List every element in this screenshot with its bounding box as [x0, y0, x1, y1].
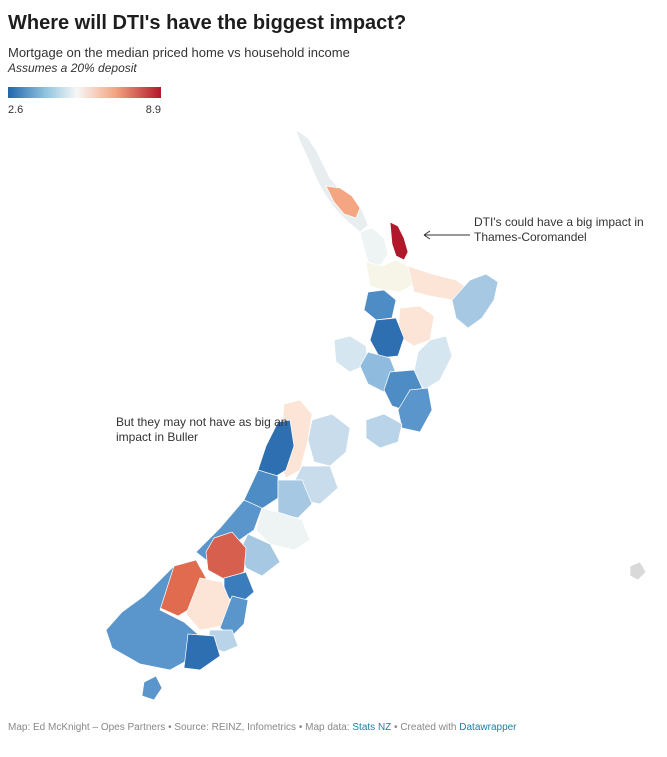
chart-title: Where will DTI's have the biggest impact…	[8, 12, 407, 34]
region-wairarapa[interactable]	[397, 387, 433, 433]
color-legend: 2.6 8.9	[8, 85, 161, 116]
region-stewart-island[interactable]	[141, 675, 163, 701]
stats-nz-link[interactable]: Stats NZ	[352, 722, 392, 733]
region-far-north[interactable]	[295, 129, 369, 233]
chart-note: Assumes a 20% deposit	[8, 61, 137, 75]
chart-subtitle: Mortgage on the median priced home vs ho…	[8, 45, 350, 60]
region-kaipara[interactable]	[325, 185, 361, 219]
footer-text: Map: Ed McKnight – Opes Partners • Sourc…	[8, 722, 353, 733]
region-hawkes-bay[interactable]	[413, 335, 453, 391]
annotation-thames: DTI's could have a big impact in Thames-…	[474, 215, 644, 244]
footer: Map: Ed McKnight – Opes Partners • Sourc…	[8, 722, 517, 733]
datawrapper-link[interactable]: Datawrapper	[459, 722, 517, 733]
region-buller[interactable]	[257, 419, 295, 481]
region-clutha[interactable]	[183, 633, 221, 671]
legend-gradient	[8, 87, 161, 98]
region-christchurch[interactable]	[255, 507, 311, 551]
region-taupo[interactable]	[369, 317, 405, 359]
nz-map	[105, 129, 647, 701]
region-waikato-north[interactable]	[365, 259, 415, 293]
region-hurunui[interactable]	[277, 479, 313, 519]
annotation-arrowhead	[423, 230, 431, 240]
footer-mid: • Created with	[391, 722, 460, 733]
legend-min: 2.6	[8, 104, 24, 116]
region-wellington[interactable]	[365, 413, 403, 449]
region-chatham-islands[interactable]	[629, 561, 647, 581]
region-thames-coromandel[interactable]	[389, 221, 409, 261]
region-auckland[interactable]	[359, 227, 389, 267]
region-hamilton[interactable]	[363, 289, 397, 321]
region-gisborne[interactable]	[451, 273, 499, 329]
region-grey[interactable]	[243, 469, 279, 511]
annotation-buller: But they may not have as big an impact i…	[116, 415, 288, 444]
region-marlborough[interactable]	[307, 413, 351, 467]
region-waitaki[interactable]	[219, 595, 249, 637]
region-southland[interactable]	[105, 565, 201, 671]
legend-max: 8.9	[145, 104, 161, 116]
